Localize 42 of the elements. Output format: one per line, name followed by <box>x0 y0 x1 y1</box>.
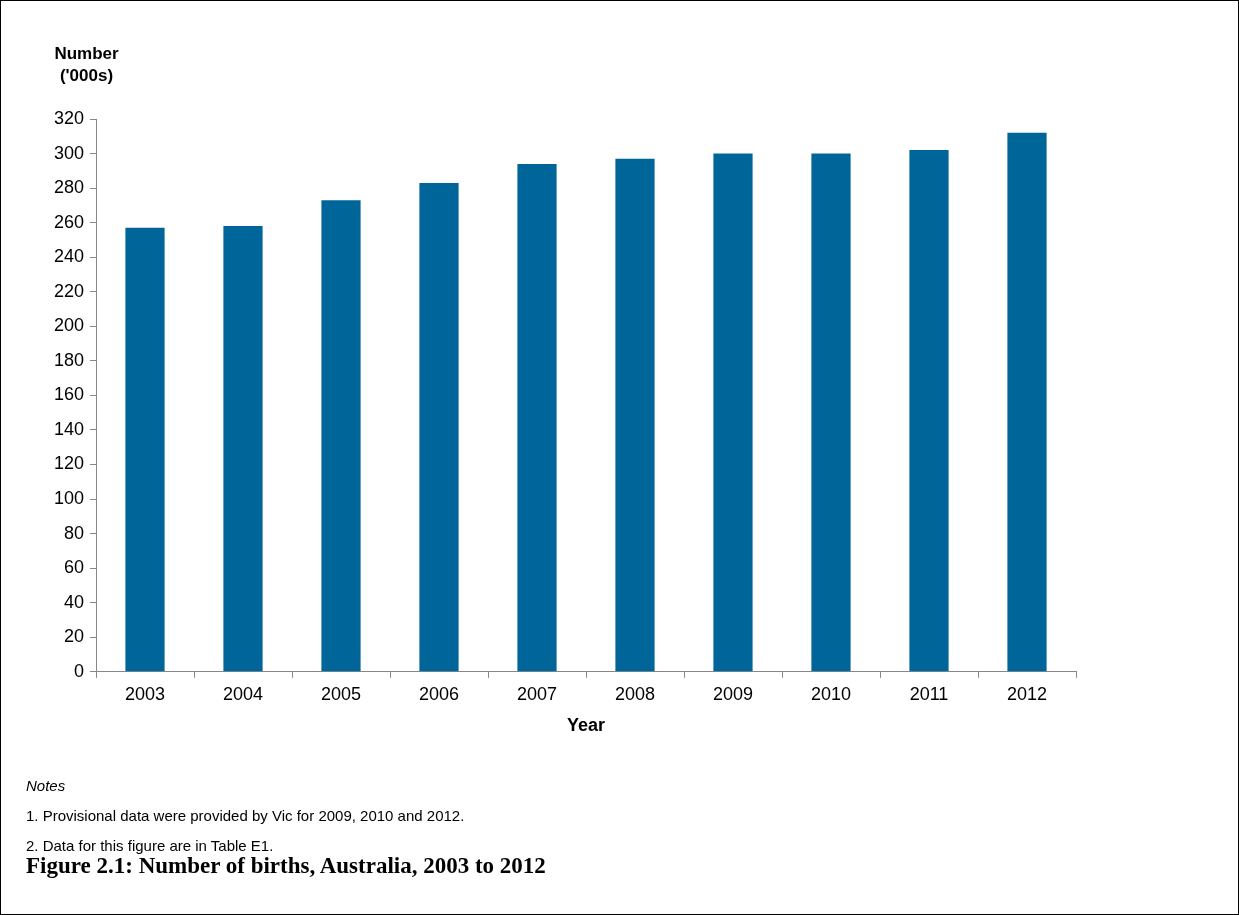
bar <box>811 153 851 672</box>
y-tick-label: 300 <box>53 142 84 163</box>
bar <box>419 182 459 672</box>
x-tick-label: 2003 <box>124 683 166 704</box>
bar <box>909 150 949 672</box>
bar <box>713 153 753 672</box>
x-tick-label: 2009 <box>712 683 754 704</box>
x-tick-label: 2010 <box>810 683 852 704</box>
bar <box>223 226 263 672</box>
y-tick-label: 60 <box>63 557 84 578</box>
x-tick-label: 2007 <box>516 683 558 704</box>
text: 1. Provisional data were provided by Vic for 2009, 2010 and 2012. <box>26 807 465 826</box>
y-tick-label: 200 <box>53 315 84 336</box>
y-tick-label: 20 <box>63 626 84 647</box>
bar <box>615 158 655 672</box>
bar <box>517 163 557 672</box>
y-tick-label: 100 <box>53 488 84 509</box>
y-tick-label: 120 <box>53 453 84 474</box>
y-tick-label: 80 <box>63 522 84 543</box>
bar <box>321 200 361 672</box>
x-tick-label: 2011 <box>909 683 949 704</box>
text: Notes <box>26 777 67 796</box>
y-tick-label: 320 <box>53 107 84 128</box>
x-tick-label: 2005 <box>320 683 362 704</box>
bar <box>1007 132 1047 672</box>
x-tick-label: 2006 <box>418 683 460 704</box>
y-tick-label: 280 <box>53 177 84 198</box>
y-tick-label: 180 <box>53 349 84 370</box>
y-tick-label: 0 <box>73 660 84 681</box>
y-tick-label: 260 <box>53 211 84 232</box>
y-axis-title: Number ('000s) <box>53 43 120 87</box>
text: Figure 2.1: Number of births, Australia, 2003 to 2012 <box>26 853 546 879</box>
bar <box>125 227 165 672</box>
x-tick-label: 2008 <box>614 683 656 704</box>
x-tick-label: 2012 <box>1006 683 1048 704</box>
y-tick-label: 160 <box>53 384 84 405</box>
x-tick-label: 2004 <box>222 683 264 704</box>
y-tick-label: 240 <box>53 246 84 267</box>
y-tick-label: 40 <box>63 591 84 612</box>
y-tick-label: 140 <box>53 418 84 439</box>
y-tick-label: 220 <box>53 280 84 301</box>
x-axis-title: Year <box>566 715 606 736</box>
